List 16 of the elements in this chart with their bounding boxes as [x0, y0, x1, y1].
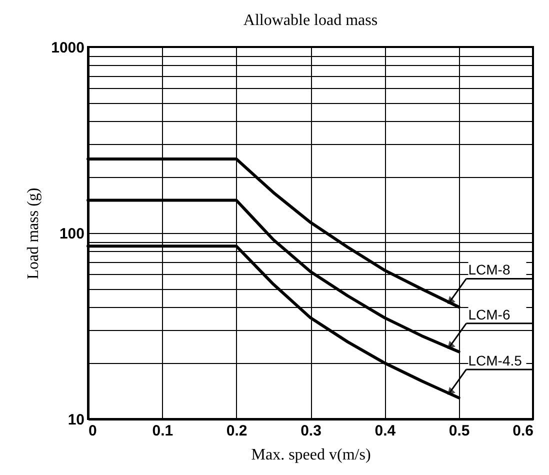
y-tick-label: 1000	[51, 40, 84, 56]
x-tick-label: 0.2	[226, 422, 248, 440]
chart-title: Allowable load mass	[243, 12, 378, 29]
text: LCM-6	[468, 306, 510, 322]
text: LCM-4.5	[468, 352, 522, 368]
x-tick-label: 0.3	[300, 422, 322, 440]
y-tick-label: 100	[59, 226, 84, 242]
y-tick-label: 10	[68, 412, 84, 428]
x-axis-title: Max. speed v(m/s)	[251, 446, 371, 464]
x-tick-label: 0	[88, 422, 97, 440]
x-tick-label: 0.1	[152, 422, 174, 440]
y-axis-title: Load mass (g)	[25, 188, 42, 280]
x-tick-label: 0.5	[448, 422, 470, 440]
x-tick-label: 0.4	[374, 422, 396, 440]
text: LCM-8	[468, 262, 510, 278]
x-tick-label: 0.6	[512, 422, 534, 440]
